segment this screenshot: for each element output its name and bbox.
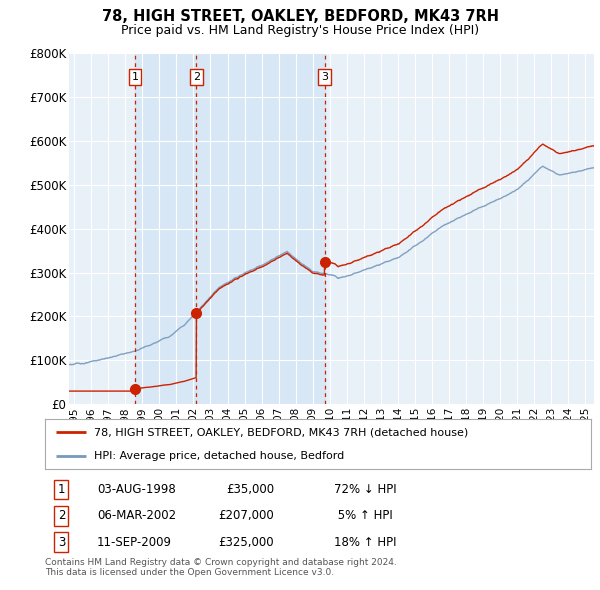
Text: 2: 2 xyxy=(58,509,65,523)
Bar xyxy=(196,53,325,404)
Text: 11-SEP-2009: 11-SEP-2009 xyxy=(97,536,172,549)
Bar xyxy=(135,53,196,404)
Text: 1: 1 xyxy=(58,483,65,496)
Text: 78, HIGH STREET, OAKLEY, BEDFORD, MK43 7RH: 78, HIGH STREET, OAKLEY, BEDFORD, MK43 7… xyxy=(101,9,499,24)
Text: Price paid vs. HM Land Registry's House Price Index (HPI): Price paid vs. HM Land Registry's House … xyxy=(121,24,479,37)
Text: £325,000: £325,000 xyxy=(218,536,274,549)
Text: 2: 2 xyxy=(193,72,200,82)
Text: 5% ↑ HPI: 5% ↑ HPI xyxy=(334,509,393,523)
Text: 72% ↓ HPI: 72% ↓ HPI xyxy=(334,483,397,496)
Text: 06-MAR-2002: 06-MAR-2002 xyxy=(97,509,176,523)
Text: 78, HIGH STREET, OAKLEY, BEDFORD, MK43 7RH (detached house): 78, HIGH STREET, OAKLEY, BEDFORD, MK43 7… xyxy=(94,427,469,437)
Text: HPI: Average price, detached house, Bedford: HPI: Average price, detached house, Bedf… xyxy=(94,451,344,461)
Text: 03-AUG-1998: 03-AUG-1998 xyxy=(97,483,176,496)
Text: £35,000: £35,000 xyxy=(226,483,274,496)
Text: 3: 3 xyxy=(321,72,328,82)
Text: 3: 3 xyxy=(58,536,65,549)
Text: 18% ↑ HPI: 18% ↑ HPI xyxy=(334,536,397,549)
Text: 1: 1 xyxy=(131,72,139,82)
Text: £207,000: £207,000 xyxy=(218,509,274,523)
Text: Contains HM Land Registry data © Crown copyright and database right 2024.
This d: Contains HM Land Registry data © Crown c… xyxy=(45,558,397,577)
